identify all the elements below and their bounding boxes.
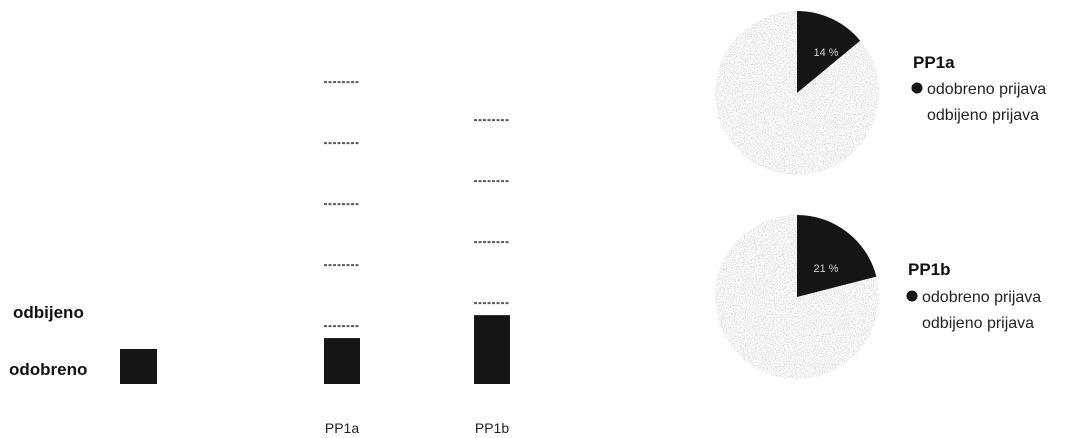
legend-bullet-icon bbox=[906, 290, 918, 302]
pie-slice-rejected bbox=[715, 215, 879, 379]
legend-label-rejected: odbijeno bbox=[13, 303, 84, 322]
pie-title: PP1b bbox=[908, 260, 951, 279]
pie-chart-pp1a: 14 % PP1a odobreno prijava odbijeno prij… bbox=[715, 11, 1046, 176]
legend-label-approved: odobreno bbox=[9, 360, 87, 379]
bar-segment-approved bbox=[474, 315, 510, 384]
pie-chart-pp1b: 21 % PP1b odobreno prijava odbijeno prij… bbox=[715, 215, 1041, 379]
pie-legend-item: odobreno prijava bbox=[922, 289, 1041, 306]
legend-swatch-approved bbox=[120, 349, 157, 384]
legend-bullet-icon bbox=[911, 82, 923, 94]
x-tick-label: PP1a bbox=[325, 420, 359, 436]
bar-segment-rejected bbox=[474, 119, 510, 305]
pie-slice-approved bbox=[797, 215, 877, 297]
stacked-bar-chart bbox=[324, 81, 510, 384]
bar-legend: odbijeno odobreno bbox=[9, 303, 157, 384]
pie-slice-rejected bbox=[715, 11, 879, 176]
bar-segment-rejected bbox=[324, 81, 360, 328]
x-tick-label: PP1b bbox=[475, 420, 509, 436]
slice-data-label: 14 % bbox=[813, 47, 838, 59]
pie-legend-item: odobreno prijava bbox=[927, 81, 1046, 98]
slice-data-label: 21 % bbox=[813, 263, 838, 275]
pie-legend-item: odbijeno prijava bbox=[927, 107, 1039, 124]
pie-slice-approved bbox=[797, 11, 861, 93]
pie-title: PP1a bbox=[913, 53, 955, 72]
bar-segment-approved bbox=[324, 338, 360, 384]
pie-legend-item: odbijeno prijava bbox=[922, 315, 1034, 332]
